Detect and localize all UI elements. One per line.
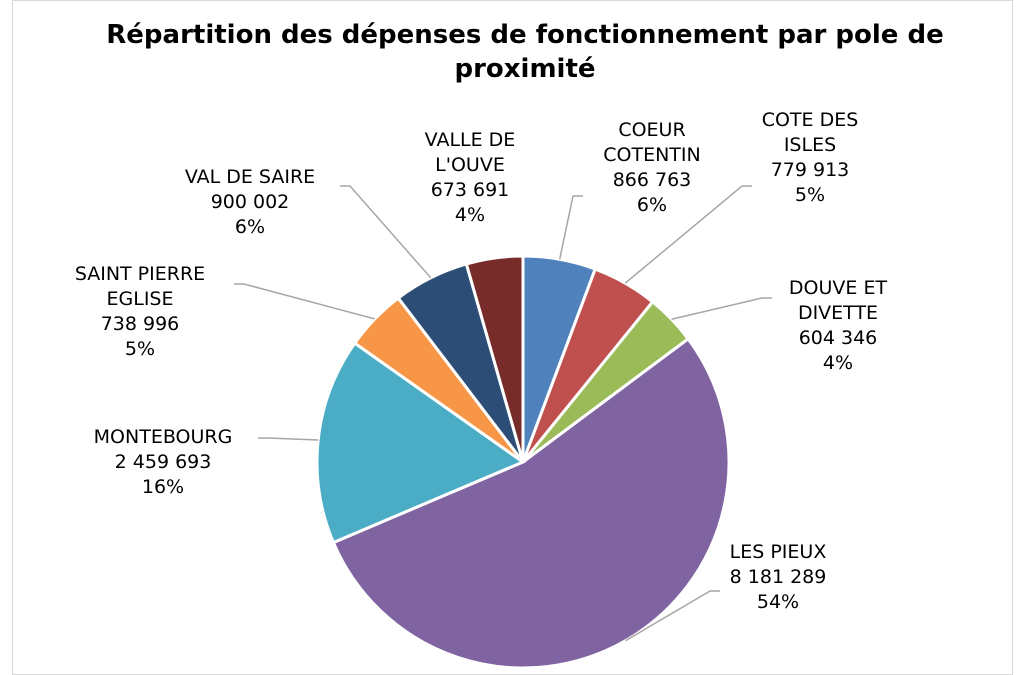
data-label: VALLE DE L'OUVE 673 691 4% bbox=[405, 128, 535, 228]
label-percent: 6% bbox=[234, 216, 266, 238]
label-percent: 4% bbox=[822, 352, 854, 374]
label-value: 900 002 bbox=[210, 191, 290, 213]
leader-line bbox=[258, 437, 319, 441]
label-percent: 54% bbox=[756, 591, 800, 613]
data-label: LES PIEUX 8 181 289 54% bbox=[708, 540, 848, 615]
label-name: DOUVE ET DIVETTE bbox=[788, 277, 888, 324]
data-label: MONTEBOURG 2 459 693 16% bbox=[63, 425, 263, 500]
label-value: 673 691 bbox=[430, 179, 510, 201]
leader-line bbox=[624, 185, 752, 284]
label-value: 8 181 289 bbox=[729, 566, 827, 588]
data-label: SAINT PIERRE EGLISE 738 996 5% bbox=[50, 262, 230, 362]
pie-slice bbox=[464, 254, 525, 463]
label-name: VAL DE SAIRE bbox=[184, 166, 316, 188]
label-value: 604 346 bbox=[798, 327, 878, 349]
leader-line bbox=[671, 297, 772, 320]
leader-line bbox=[625, 590, 720, 642]
pie-slice bbox=[315, 341, 527, 545]
data-label: VAL DE SAIRE 900 002 6% bbox=[155, 165, 345, 240]
leader-line bbox=[234, 283, 375, 320]
label-name: MONTEBOURG bbox=[93, 426, 233, 448]
label-percent: 4% bbox=[454, 204, 486, 226]
chart-title: Répartition des dépenses de fonctionneme… bbox=[106, 20, 944, 84]
label-value: 2 459 693 bbox=[114, 451, 212, 473]
label-percent: 16% bbox=[141, 476, 185, 498]
data-label: DOUVE ET DIVETTE 604 346 4% bbox=[768, 276, 908, 376]
label-name: VALLE DE L'OUVE bbox=[424, 129, 516, 176]
label-name: COEUR COTENTIN bbox=[603, 119, 701, 166]
label-name: SAINT PIERRE EGLISE bbox=[74, 263, 206, 310]
label-percent: 5% bbox=[794, 184, 826, 206]
label-value: 738 996 bbox=[100, 313, 180, 335]
label-name: COTE DES ISLES bbox=[761, 109, 859, 156]
label-percent: 5% bbox=[124, 338, 156, 360]
leader-line bbox=[340, 185, 432, 279]
data-label: COEUR COTENTIN 866 763 6% bbox=[587, 118, 717, 218]
data-label: COTE DES ISLES 779 913 5% bbox=[745, 108, 875, 208]
label-value: 779 913 bbox=[770, 159, 850, 181]
label-value: 866 763 bbox=[612, 169, 692, 191]
label-percent: 6% bbox=[636, 194, 668, 216]
label-name: LES PIEUX bbox=[729, 541, 827, 563]
leader-line bbox=[558, 195, 583, 260]
